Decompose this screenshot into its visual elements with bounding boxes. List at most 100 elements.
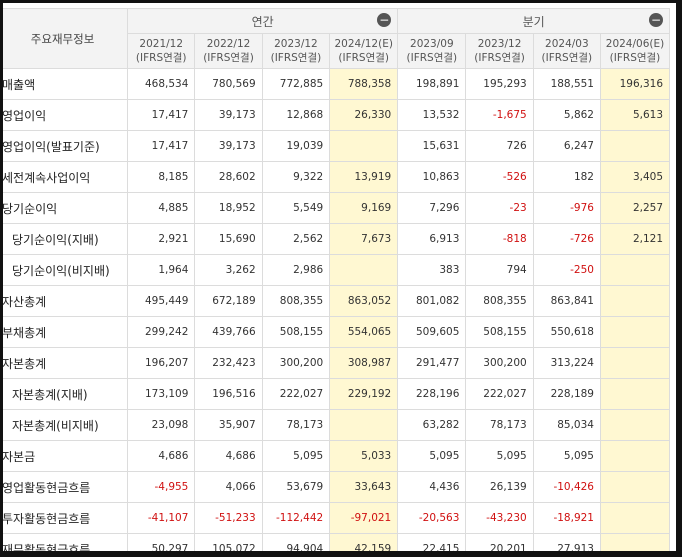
table-cell: 6,913 — [397, 223, 467, 255]
table-row: 자본총계(지배) 173,109 196,516 222,027 229,192 228,… — [3, 378, 671, 410]
column-header: 2023/12 (IFRS연결) — [261, 33, 331, 69]
table-cell: -4,955 — [127, 471, 196, 503]
table-cell: 39,173 — [194, 130, 263, 162]
column-period: 2021/12 — [139, 38, 184, 50]
row-label: 매출액 — [3, 68, 129, 100]
table-cell: 188,551 — [532, 68, 601, 100]
table-cell: 33,643 — [329, 471, 399, 503]
table-cell: 173,109 — [127, 378, 196, 410]
table-cell — [329, 130, 399, 162]
group-annual: 연간 − — [127, 8, 399, 34]
table-row: 투자활동현금흐름 -41,107 -51,233 -112,442 -97,021 -20… — [3, 502, 671, 534]
table-cell: 26,330 — [329, 99, 399, 131]
table-cell: 4,686 — [194, 440, 263, 472]
collapse-quarter-icon[interactable]: − — [649, 13, 663, 27]
table-cell: 313,224 — [532, 347, 601, 379]
table-cell: 232,423 — [194, 347, 263, 379]
table-cell: -43,230 — [465, 502, 534, 534]
table-cell: 19,039 — [261, 130, 331, 162]
table-cell: 196,516 — [194, 378, 263, 410]
table-cell: 23,098 — [127, 409, 196, 441]
column-header: 2024/03 (IFRS연결) — [532, 33, 601, 69]
table-cell: 2,121 — [599, 223, 671, 255]
table-cell: 198,891 — [397, 68, 467, 100]
row-label: 영업이익 — [3, 99, 129, 131]
table-cell: 308,987 — [329, 347, 399, 379]
table-row: 자산총계 495,449 672,189 808,355 863,052 801,082 8… — [3, 285, 671, 317]
table-cell: 182 — [532, 161, 601, 193]
table-cell: 42,159 — [329, 533, 399, 551]
table-cell: 13,532 — [397, 99, 467, 131]
table-cell: 35,907 — [194, 409, 263, 441]
table-cell: 222,027 — [261, 378, 331, 410]
column-period: 2023/12 — [274, 38, 318, 50]
table-cell: 5,862 — [532, 99, 601, 131]
table-row: 재무활동현금흐름 50,297 105,072 94,904 42,159 22,415 2… — [3, 533, 671, 551]
table-cell: 28,602 — [194, 161, 263, 193]
table-cell: 788,358 — [329, 68, 399, 100]
table-cell: 300,200 — [465, 347, 534, 379]
collapse-annual-icon[interactable]: − — [377, 13, 392, 27]
table-cell: 3,262 — [194, 254, 263, 286]
table-cell: 3,405 — [599, 161, 671, 193]
table-cell: 12,868 — [261, 99, 331, 131]
table-row: 자본총계 196,207 232,423 300,200 308,987 291,477 3… — [3, 347, 671, 379]
table-cell: 4,066 — [194, 471, 263, 503]
table-row: 세전계속사업이익 8,185 28,602 9,322 13,919 10,863 -526… — [3, 161, 671, 193]
table-row: 자본총계(비지배) 23,098 35,907 78,173 63,282 78,173 8… — [3, 409, 671, 441]
column-header: 2023/12 (IFRS연결) — [465, 33, 534, 69]
table-cell: 801,082 — [397, 285, 467, 317]
table-cell: 6,247 — [532, 130, 601, 162]
table-cell: 222,027 — [465, 378, 534, 410]
table-cell: -41,107 — [127, 502, 196, 534]
row-label: 세전계속사업이익 — [3, 161, 129, 193]
table-cell: 15,690 — [194, 223, 263, 255]
column-period: 2024/12(E) — [334, 38, 393, 50]
table-cell: 508,155 — [261, 316, 331, 348]
table-cell: 10,863 — [397, 161, 467, 193]
column-period: 2024/03 — [545, 38, 589, 50]
table-cell: 105,072 — [194, 533, 263, 551]
table-cell: -976 — [532, 192, 601, 224]
row-label: 자본총계(비지배) — [3, 409, 129, 441]
table-cell — [599, 347, 671, 379]
table-cell: 672,189 — [194, 285, 263, 317]
table-cell: 78,173 — [465, 409, 534, 441]
table-row: 영업활동현금흐름 -4,955 4,066 53,679 33,643 4,436 26,1… — [3, 471, 671, 503]
column-basis: (IFRS연결) — [474, 52, 525, 64]
table-cell: 863,841 — [532, 285, 601, 317]
table-cell: 228,189 — [532, 378, 601, 410]
table-cell — [599, 440, 671, 472]
table-row: 영업이익(발표기준) 17,417 39,173 19,039 15,631 726 6,2… — [3, 130, 671, 162]
column-basis: (IFRS연결) — [541, 52, 593, 64]
table-cell: -250 — [532, 254, 601, 286]
table-cell — [599, 378, 671, 410]
table-cell: 300,200 — [261, 347, 331, 379]
table-cell: 5,095 — [465, 440, 534, 472]
row-label: 자본총계 — [3, 347, 129, 379]
table-cell — [599, 471, 671, 503]
row-label: 당기순이익 — [3, 192, 129, 224]
table-cell: 22,415 — [397, 533, 467, 551]
table-cell: 26,139 — [465, 471, 534, 503]
column-period: 2023/09 — [410, 38, 454, 50]
table-cell: 508,155 — [465, 316, 534, 348]
table-cell: -526 — [465, 161, 534, 193]
row-label: 부채총계 — [3, 316, 129, 348]
table-cell: 772,885 — [261, 68, 331, 100]
table-cell — [599, 502, 671, 534]
row-label: 당기순이익(지배) — [3, 223, 129, 255]
table-row: 영업이익 17,417 39,173 12,868 26,330 13,532 -1,675… — [3, 99, 671, 131]
table-cell: 15,631 — [397, 130, 467, 162]
table-cell: 39,173 — [194, 99, 263, 131]
table-cell: 495,449 — [127, 285, 196, 317]
table-cell: -51,233 — [194, 502, 263, 534]
table-cell: 2,921 — [127, 223, 196, 255]
table-cell: 63,282 — [397, 409, 467, 441]
table-cell: 550,618 — [532, 316, 601, 348]
row-label: 자본총계(지배) — [3, 378, 129, 410]
table-cell: 94,904 — [261, 533, 331, 551]
row-label: 투자활동현금흐름 — [3, 502, 129, 534]
table-cell: 2,562 — [261, 223, 331, 255]
table-cell: -112,442 — [261, 502, 331, 534]
